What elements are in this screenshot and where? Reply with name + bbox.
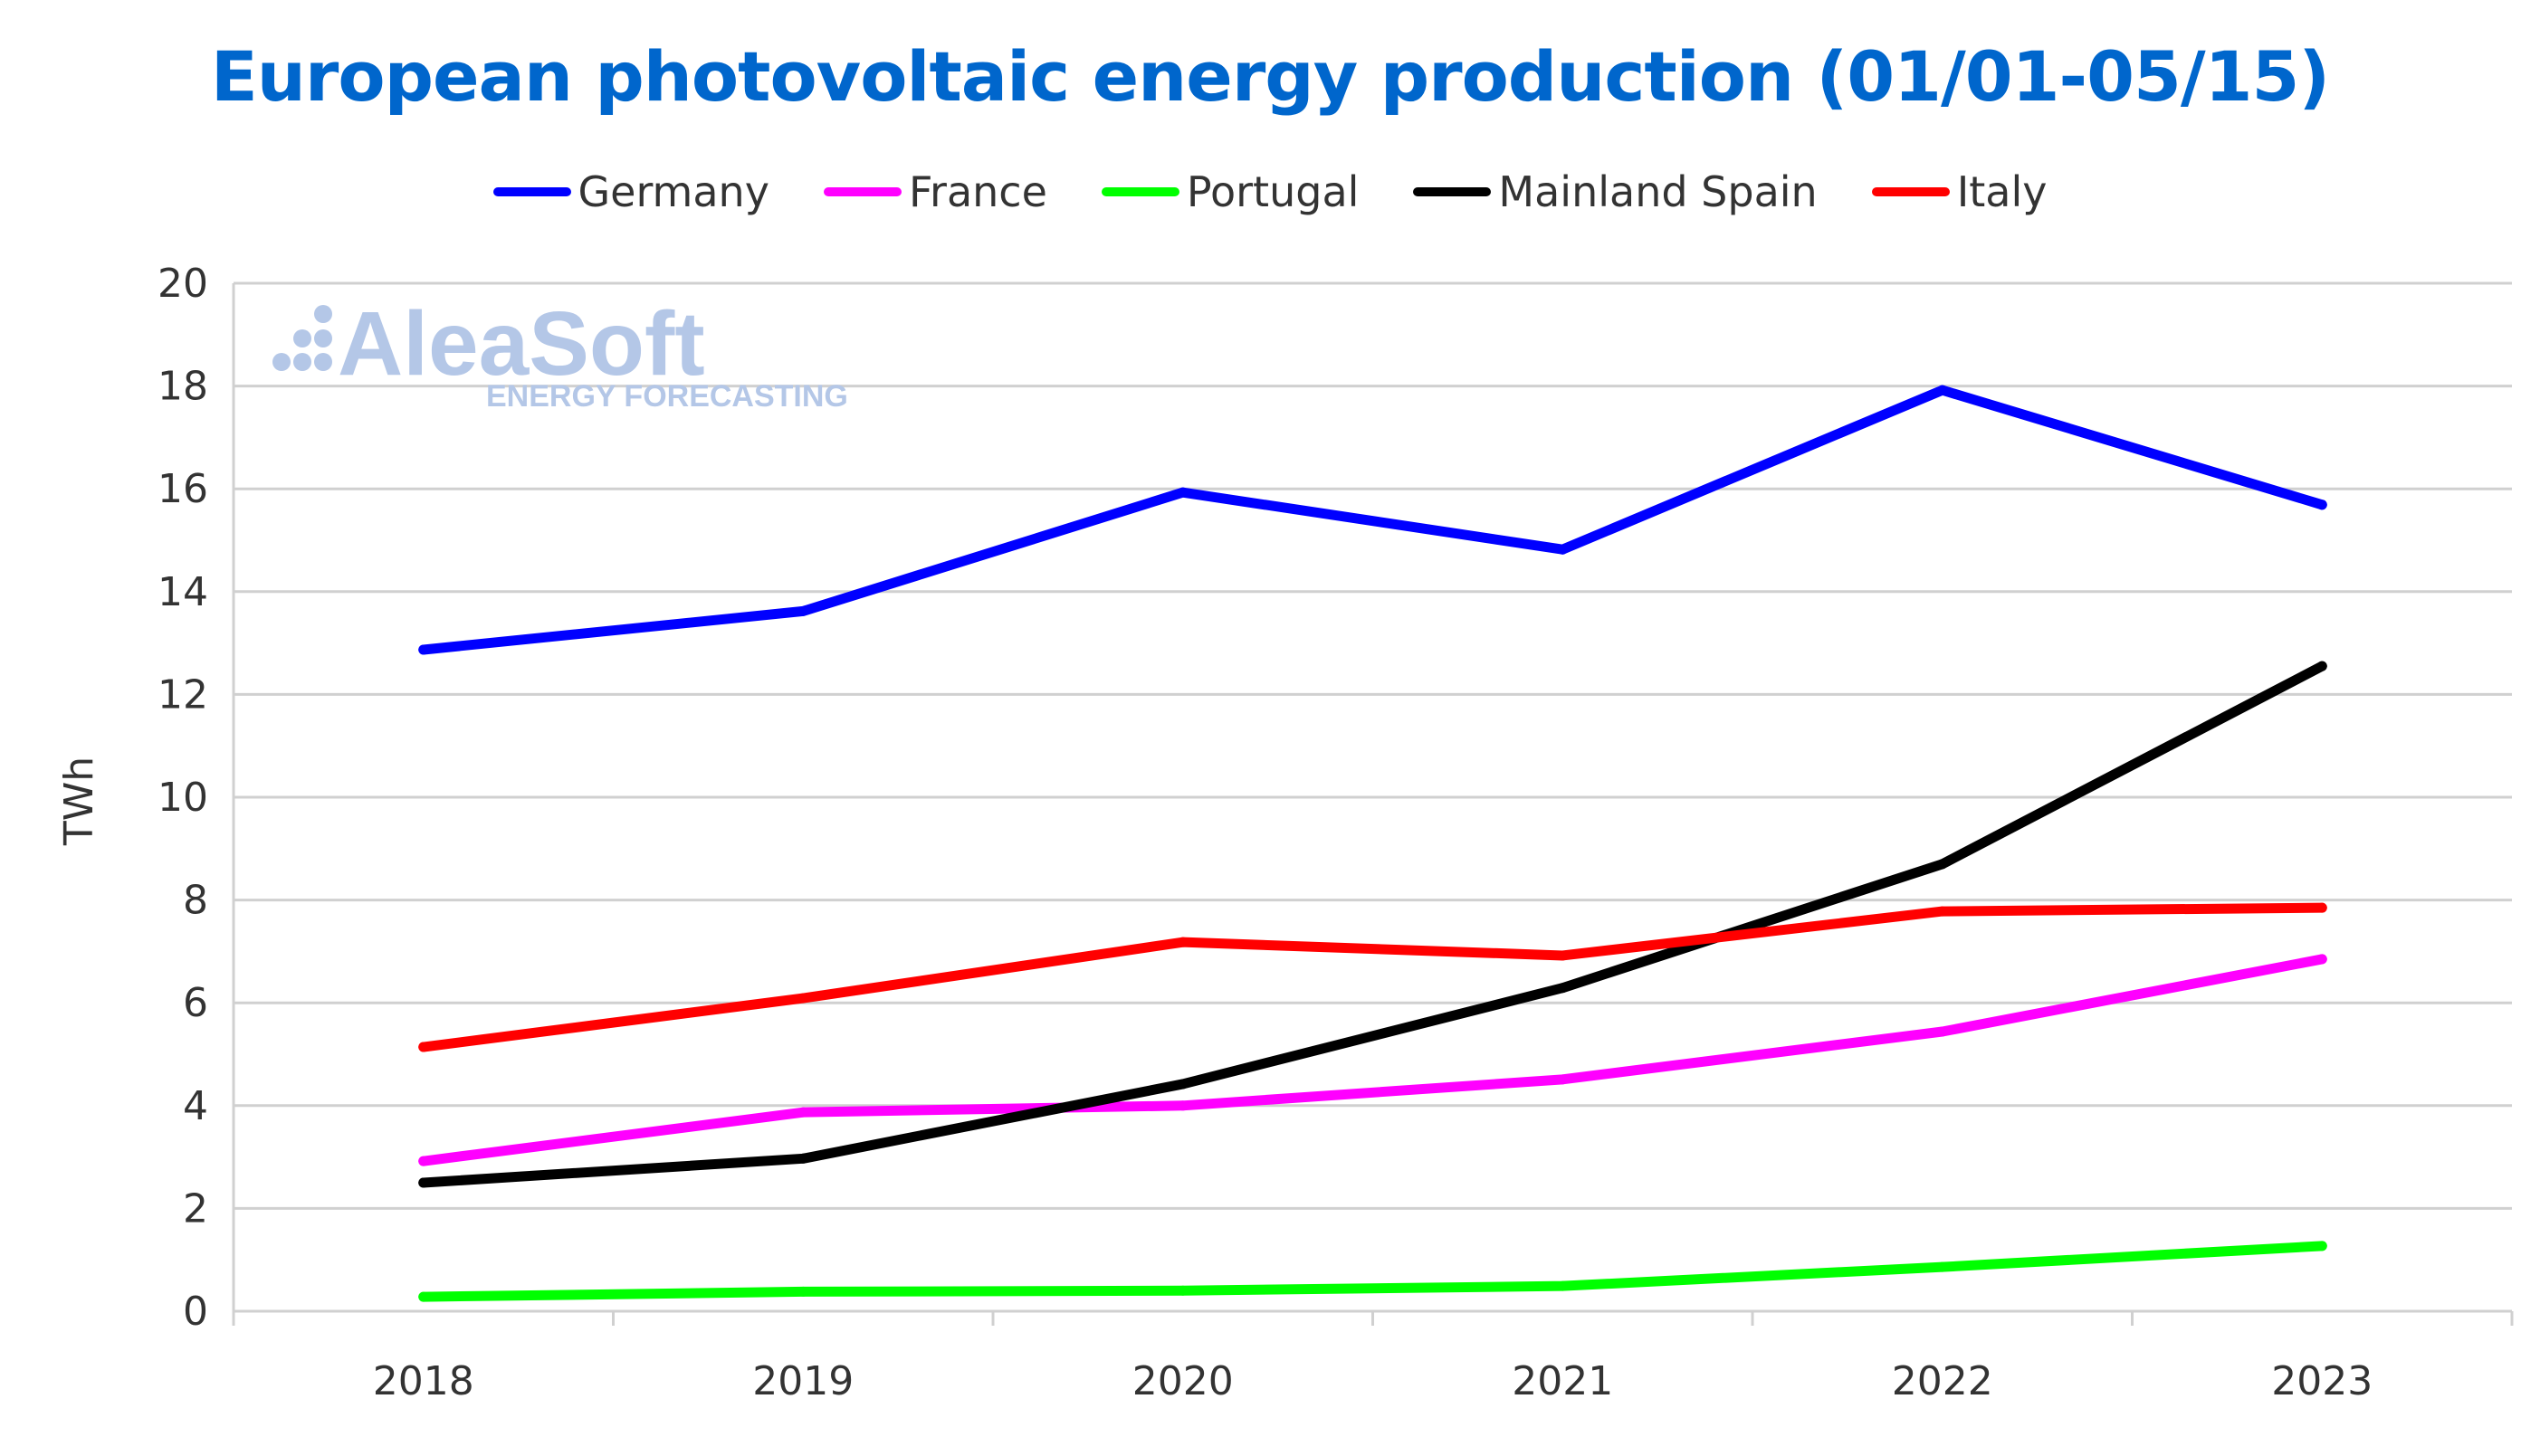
legend-swatch <box>1871 187 1950 196</box>
data-point <box>1937 1026 1948 1037</box>
data-point <box>1557 1280 1568 1291</box>
data-point <box>1937 1261 1948 1272</box>
legend-label: Mainland Spain <box>1498 167 1818 216</box>
legend-swatch <box>1101 187 1179 196</box>
legend-label: Italy <box>1956 167 2048 216</box>
chart-title: European photovoltaic energy production … <box>210 36 2330 117</box>
y-tick-label: 6 <box>183 980 208 1026</box>
data-point <box>2316 500 2327 510</box>
watermark-tagline: ENERGY FORECASTING <box>486 379 848 414</box>
y-tick-label: 20 <box>158 261 208 307</box>
y-tick-label: 12 <box>158 671 208 718</box>
series-germany <box>418 385 2327 655</box>
legend: Germany France Portugal Mainland Spain Italy <box>0 167 2540 216</box>
x-tick-label: 2019 <box>752 1358 854 1404</box>
data-point <box>2316 661 2327 671</box>
legend-label: Portugal <box>1186 167 1360 216</box>
series-italy <box>418 902 2327 1052</box>
gridlines <box>234 281 2512 1210</box>
watermark-dot <box>272 353 291 371</box>
x-tick-label: 2021 <box>1512 1358 1613 1404</box>
data-point <box>418 644 429 655</box>
watermark-dot <box>314 305 332 323</box>
aleasoft-watermark: AleaSoft ENERGY FORECASTING <box>272 293 848 414</box>
y-tick-label: 4 <box>183 1083 208 1129</box>
watermark-dot <box>293 353 311 371</box>
data-point <box>1937 385 1948 395</box>
data-point <box>418 1177 429 1188</box>
data-point <box>1178 1100 1189 1111</box>
y-tick-label: 14 <box>158 569 208 615</box>
y-tick-label: 16 <box>158 466 208 512</box>
data-point <box>2316 954 2327 965</box>
y-tick-label: 10 <box>158 775 208 821</box>
data-point <box>1557 544 1568 555</box>
series-line <box>418 385 2327 655</box>
legend-swatch <box>492 187 571 196</box>
legend-label: Germany <box>578 167 769 216</box>
data-point <box>2316 1241 2327 1251</box>
x-tick-label: 2018 <box>373 1358 474 1404</box>
data-point <box>418 1291 429 1302</box>
x-tick-label: 2020 <box>1132 1358 1234 1404</box>
y-tick-label: 8 <box>183 878 208 924</box>
data-point <box>418 1156 429 1166</box>
data-point <box>1557 1074 1568 1085</box>
x-tick-label: 2023 <box>2271 1358 2373 1404</box>
data-point <box>797 993 808 1004</box>
watermark-dot <box>293 329 311 347</box>
series-line <box>418 902 2327 1052</box>
data-point <box>2316 902 2327 913</box>
watermark-dot <box>314 329 332 347</box>
axes: 0 2 4 6 8 10 12 14 16 18 20 2018 2019 2020 2021 2022 202… <box>158 261 2514 1404</box>
legend-swatch <box>823 187 902 196</box>
legend-swatch <box>1413 187 1492 196</box>
data-point <box>797 1286 808 1297</box>
y-tick-label: 0 <box>183 1289 208 1335</box>
data-point <box>1178 487 1189 498</box>
legend-item: France <box>823 167 1047 216</box>
legend-item: Portugal <box>1101 167 1360 216</box>
data-point <box>1178 1285 1189 1296</box>
data-point <box>797 1107 808 1118</box>
series-portugal <box>418 1241 2327 1302</box>
y-tick-label: 2 <box>183 1185 208 1232</box>
series-lines <box>418 385 2327 1302</box>
series-mainland-spain <box>418 661 2327 1188</box>
legend-item: Mainland Spain <box>1413 167 1818 216</box>
series-line <box>418 954 2327 1166</box>
series-france <box>418 954 2327 1166</box>
data-point <box>1937 859 1948 870</box>
data-point <box>418 1042 429 1052</box>
legend-item: Italy <box>1871 167 2048 216</box>
data-point <box>1178 937 1189 947</box>
data-point <box>797 605 808 616</box>
series-line <box>418 1241 2327 1302</box>
data-point <box>1557 983 1568 994</box>
data-point <box>1178 1079 1189 1090</box>
data-point <box>1557 950 1568 961</box>
watermark-dot <box>314 353 332 371</box>
watermark-brand: AleaSoft <box>338 293 705 395</box>
data-point <box>797 1153 808 1164</box>
data-point <box>1937 906 1948 917</box>
y-tick-label: 18 <box>158 364 208 410</box>
legend-label: France <box>908 167 1047 216</box>
series-line <box>418 661 2327 1188</box>
x-tick-label: 2022 <box>1892 1358 1993 1404</box>
legend-item: Germany <box>492 167 769 216</box>
y-axis-title: TWh <box>56 757 102 846</box>
